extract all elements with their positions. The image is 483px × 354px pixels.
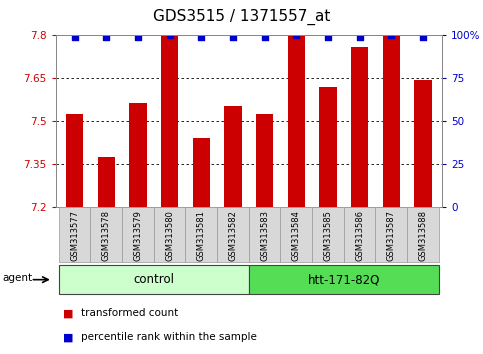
Point xyxy=(71,34,78,40)
Text: GSM313586: GSM313586 xyxy=(355,210,364,261)
FancyBboxPatch shape xyxy=(312,207,344,262)
Text: GDS3515 / 1371557_at: GDS3515 / 1371557_at xyxy=(153,9,330,25)
Point xyxy=(292,33,300,38)
Point xyxy=(102,34,110,40)
Bar xyxy=(161,35,178,207)
FancyBboxPatch shape xyxy=(154,207,185,262)
FancyBboxPatch shape xyxy=(122,207,154,262)
FancyBboxPatch shape xyxy=(90,207,122,262)
Point xyxy=(387,33,395,38)
Text: percentile rank within the sample: percentile rank within the sample xyxy=(81,332,257,342)
Point xyxy=(134,34,142,40)
Text: GSM313584: GSM313584 xyxy=(292,210,301,261)
Text: ■: ■ xyxy=(63,332,73,342)
FancyBboxPatch shape xyxy=(407,207,439,262)
FancyBboxPatch shape xyxy=(59,207,90,262)
Text: GSM313582: GSM313582 xyxy=(228,210,238,261)
FancyBboxPatch shape xyxy=(185,207,217,262)
Text: ■: ■ xyxy=(63,308,73,318)
FancyBboxPatch shape xyxy=(344,207,375,262)
FancyBboxPatch shape xyxy=(375,207,407,262)
Bar xyxy=(414,80,432,207)
FancyBboxPatch shape xyxy=(249,266,439,294)
Text: GSM313587: GSM313587 xyxy=(387,210,396,261)
FancyBboxPatch shape xyxy=(217,207,249,262)
Bar xyxy=(383,35,400,207)
Text: GSM313579: GSM313579 xyxy=(133,210,142,261)
Point xyxy=(261,34,269,40)
Bar xyxy=(224,105,242,207)
Point xyxy=(356,34,364,40)
Text: GSM313588: GSM313588 xyxy=(418,210,427,261)
Point xyxy=(166,33,173,38)
Point xyxy=(229,34,237,40)
Text: GSM313583: GSM313583 xyxy=(260,210,269,261)
Text: GSM313581: GSM313581 xyxy=(197,210,206,261)
Bar xyxy=(98,157,115,207)
Point xyxy=(419,34,427,40)
Text: htt-171-82Q: htt-171-82Q xyxy=(308,273,380,286)
Bar xyxy=(256,114,273,207)
Text: agent: agent xyxy=(2,273,32,283)
FancyBboxPatch shape xyxy=(249,207,281,262)
Bar xyxy=(129,103,147,207)
Point xyxy=(324,34,332,40)
Bar xyxy=(287,35,305,207)
Text: GSM313577: GSM313577 xyxy=(70,210,79,261)
Text: GSM313578: GSM313578 xyxy=(102,210,111,261)
Text: GSM313585: GSM313585 xyxy=(324,210,332,261)
Bar xyxy=(193,138,210,207)
Bar xyxy=(351,47,369,207)
Text: control: control xyxy=(133,273,174,286)
Text: transformed count: transformed count xyxy=(81,308,178,318)
FancyBboxPatch shape xyxy=(281,207,312,262)
FancyBboxPatch shape xyxy=(59,266,249,294)
Bar xyxy=(66,114,83,207)
Bar xyxy=(319,87,337,207)
Text: GSM313580: GSM313580 xyxy=(165,210,174,261)
Point xyxy=(198,34,205,40)
